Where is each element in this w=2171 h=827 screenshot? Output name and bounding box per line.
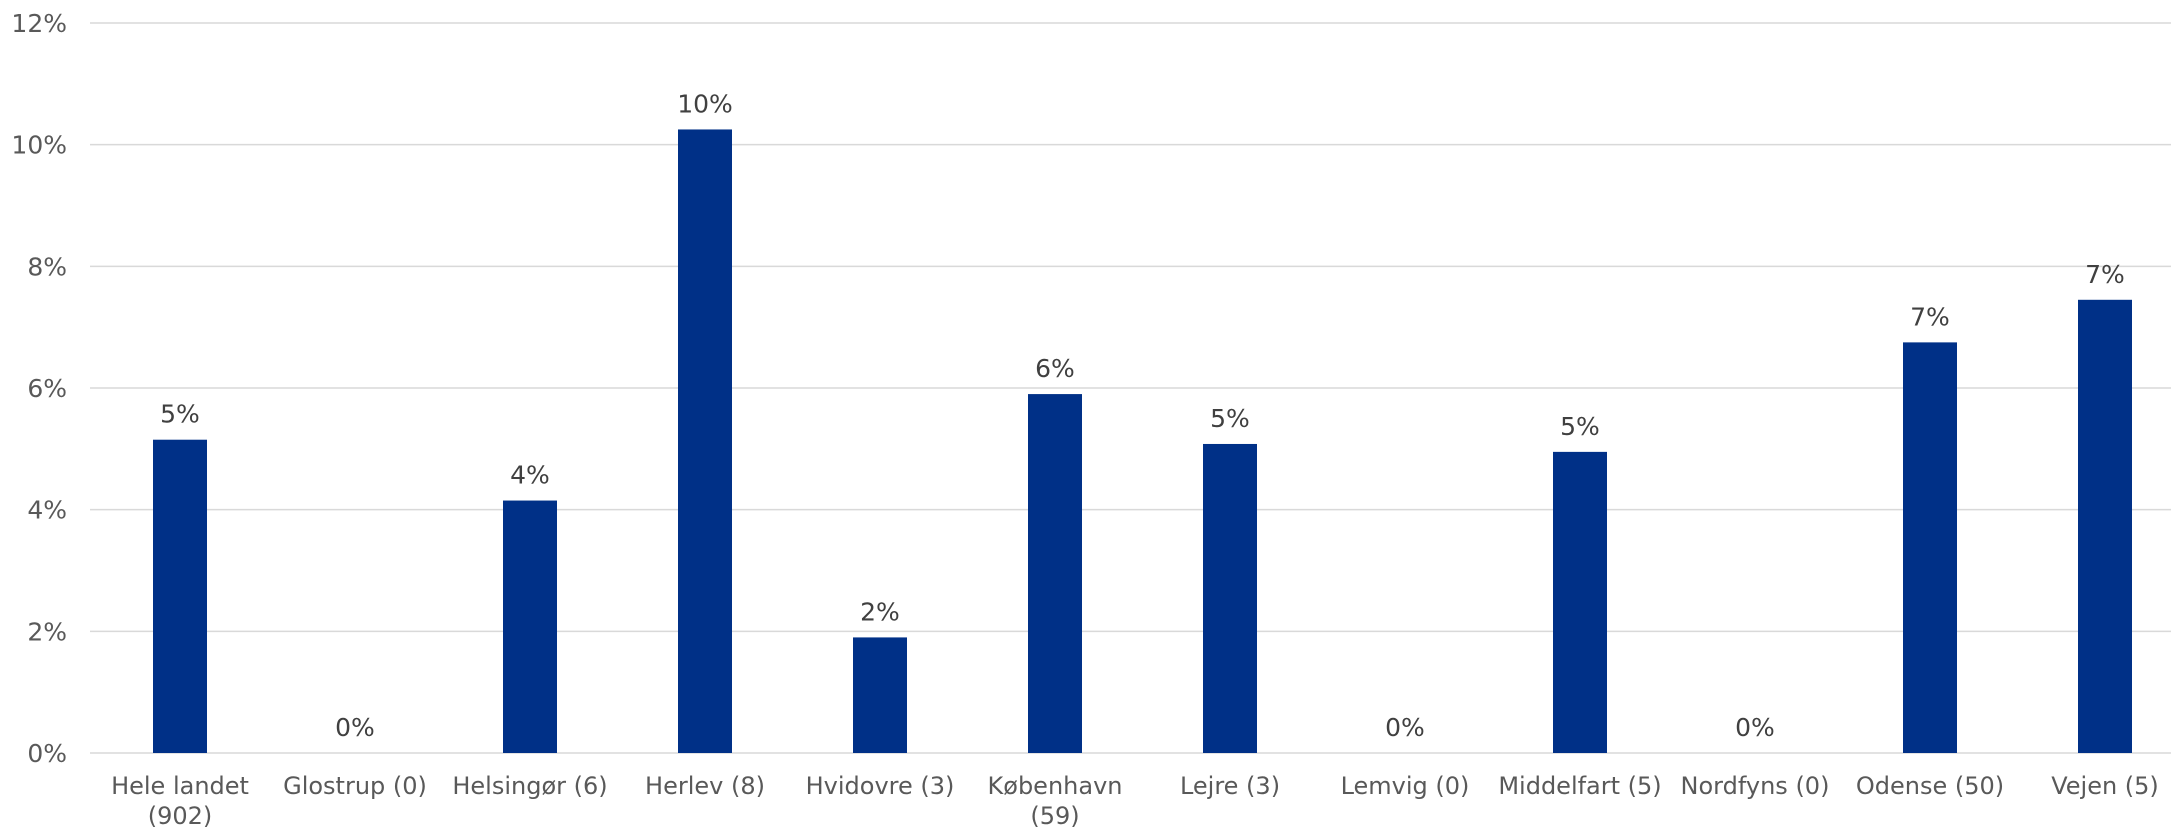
y-tick-label: 8% — [27, 252, 67, 281]
x-category-label: Vejen (5) — [2051, 772, 2159, 800]
data-label: 4% — [510, 461, 550, 490]
bar — [1203, 443, 1257, 753]
x-category-label: Nordfyns (0) — [1681, 772, 1830, 800]
gridlines — [90, 22, 2171, 754]
y-tick-label: 12% — [11, 9, 67, 38]
x-category-label: Hvidovre (3) — [806, 772, 955, 800]
y-tick-label: 10% — [11, 131, 67, 160]
bar — [1903, 342, 1957, 753]
y-tick-label: 6% — [27, 374, 67, 403]
bar — [853, 637, 907, 753]
data-label: 0% — [1735, 713, 1775, 742]
data-label: 5% — [1560, 412, 1600, 441]
data-label: 5% — [160, 400, 200, 429]
x-category-label: Odense (50) — [1856, 772, 2004, 800]
data-label: 7% — [2085, 260, 2125, 289]
data-label: 5% — [1210, 404, 1250, 433]
data-label: 10% — [677, 89, 733, 118]
bar — [503, 500, 557, 753]
x-category-label: Herlev (8) — [645, 772, 765, 800]
y-axis-ticks: 0% 2% 4% 6% 8% 10% 12% — [11, 9, 67, 768]
y-tick-label: 4% — [27, 496, 67, 525]
y-tick-label: 2% — [27, 617, 67, 646]
data-label: 0% — [335, 713, 375, 742]
x-axis-categories: Hele landet (902) Glostrup (0) Helsingør (6… — [111, 772, 2159, 827]
data-label: 2% — [860, 597, 900, 626]
x-category-label: Middelfart (5) — [1498, 772, 1661, 800]
x-category-label: Helsingør (6) — [452, 772, 607, 800]
data-labels: 5% 0% 4% 10% 2% 6% 5% 0% 5% 0% 7% 7% — [160, 89, 2125, 742]
bar — [2078, 299, 2132, 753]
data-label: 0% — [1385, 713, 1425, 742]
bar — [1028, 394, 1082, 753]
x-category-label: Hele landet (902) — [111, 772, 249, 827]
x-category-label: Lemvig (0) — [1341, 772, 1470, 800]
x-category-label: Glostrup (0) — [283, 772, 427, 800]
x-category-label: København (59) — [988, 772, 1123, 827]
data-label: 6% — [1035, 354, 1075, 383]
y-tick-label: 0% — [27, 739, 67, 768]
bar — [153, 439, 207, 753]
x-category-label: Lejre (3) — [1180, 772, 1280, 800]
bars — [153, 129, 2132, 754]
bar — [1553, 451, 1607, 753]
data-label: 7% — [1910, 302, 1950, 331]
bar — [678, 129, 732, 754]
